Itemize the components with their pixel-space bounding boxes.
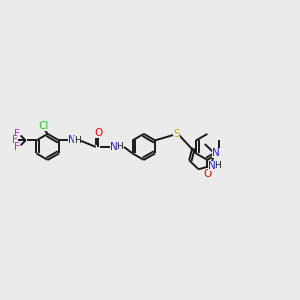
Text: N: N <box>68 135 75 146</box>
Text: Cl: Cl <box>38 121 49 131</box>
Text: O: O <box>94 128 102 138</box>
Text: N: N <box>212 148 220 158</box>
Text: S: S <box>173 129 180 139</box>
Text: F: F <box>14 142 20 152</box>
Text: H: H <box>74 136 81 145</box>
Text: N: N <box>110 142 118 152</box>
Text: H: H <box>117 142 123 152</box>
Text: O: O <box>203 169 212 178</box>
Text: F: F <box>14 129 20 139</box>
Text: N: N <box>208 161 216 171</box>
Text: H: H <box>214 161 221 170</box>
Text: F: F <box>11 135 17 146</box>
